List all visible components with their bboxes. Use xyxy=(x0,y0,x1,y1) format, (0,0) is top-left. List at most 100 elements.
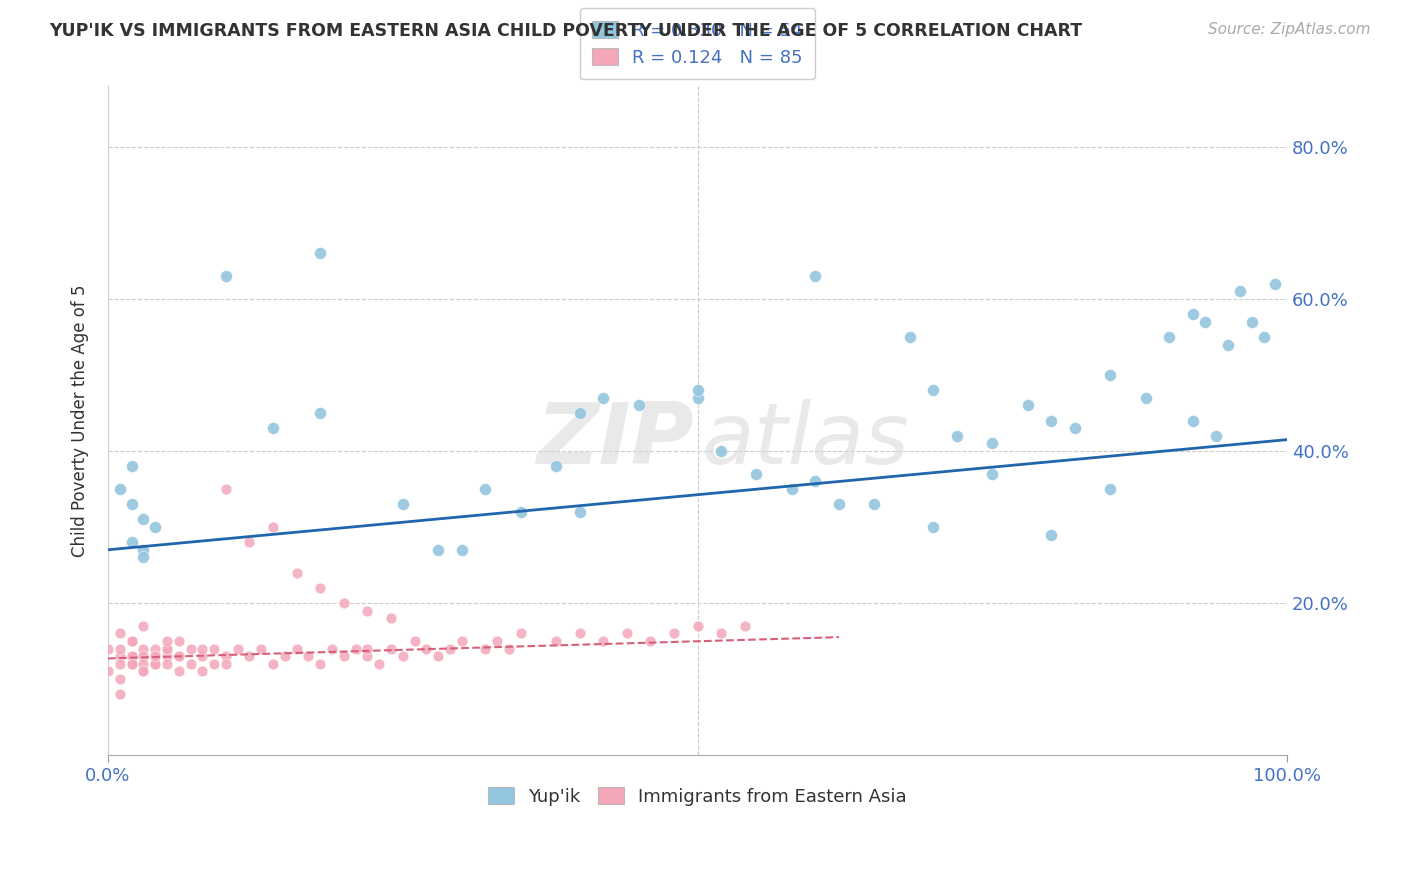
Point xyxy=(344,641,367,656)
Point xyxy=(1216,337,1239,351)
Point xyxy=(898,330,921,344)
Point xyxy=(215,657,238,671)
Point xyxy=(509,505,531,519)
Point xyxy=(321,641,343,656)
Text: YUP'IK VS IMMIGRANTS FROM EASTERN ASIA CHILD POVERTY UNDER THE AGE OF 5 CORRELAT: YUP'IK VS IMMIGRANTS FROM EASTERN ASIA C… xyxy=(49,22,1083,40)
Point xyxy=(167,649,190,664)
Point xyxy=(202,641,225,656)
Point xyxy=(1159,330,1181,344)
Point xyxy=(132,512,155,526)
Point xyxy=(262,520,284,534)
Point xyxy=(143,657,166,671)
Point xyxy=(415,641,437,656)
Point xyxy=(1017,399,1039,413)
Point xyxy=(132,550,155,565)
Point xyxy=(710,444,733,458)
Point xyxy=(1240,315,1263,329)
Point xyxy=(156,641,179,656)
Point xyxy=(143,520,166,534)
Point xyxy=(380,641,402,656)
Point xyxy=(544,459,567,474)
Point xyxy=(121,634,143,648)
Point xyxy=(262,421,284,435)
Point xyxy=(132,542,155,557)
Point xyxy=(309,657,332,671)
Point xyxy=(486,634,509,648)
Point xyxy=(946,429,969,443)
Point xyxy=(1253,330,1275,344)
Point xyxy=(121,657,143,671)
Point xyxy=(156,634,179,648)
Point xyxy=(1063,421,1085,435)
Point xyxy=(97,641,120,656)
Point xyxy=(132,665,155,679)
Point xyxy=(309,246,332,260)
Point xyxy=(1205,429,1227,443)
Point xyxy=(108,482,131,496)
Point xyxy=(108,641,131,656)
Point xyxy=(391,649,413,664)
Point xyxy=(132,665,155,679)
Text: atlas: atlas xyxy=(702,400,910,483)
Point xyxy=(686,619,709,633)
Point xyxy=(238,649,260,664)
Point xyxy=(616,626,638,640)
Point xyxy=(568,626,591,640)
Point xyxy=(1194,315,1216,329)
Point xyxy=(132,641,155,656)
Point xyxy=(427,649,450,664)
Point xyxy=(108,626,131,640)
Point xyxy=(391,497,413,511)
Point xyxy=(167,634,190,648)
Point xyxy=(121,649,143,664)
Point xyxy=(474,641,496,656)
Point xyxy=(1099,368,1122,382)
Point xyxy=(780,482,803,496)
Point xyxy=(1099,482,1122,496)
Point xyxy=(156,641,179,656)
Point xyxy=(804,269,827,284)
Point xyxy=(804,475,827,489)
Point xyxy=(108,649,131,664)
Point xyxy=(1229,285,1251,299)
Point xyxy=(191,641,214,656)
Text: ZIP: ZIP xyxy=(536,400,695,483)
Point xyxy=(180,657,202,671)
Point xyxy=(863,497,886,511)
Point xyxy=(474,482,496,496)
Point xyxy=(143,657,166,671)
Point xyxy=(121,649,143,664)
Point xyxy=(1135,391,1157,405)
Point xyxy=(568,406,591,420)
Y-axis label: Child Poverty Under the Age of 5: Child Poverty Under the Age of 5 xyxy=(72,285,89,557)
Point xyxy=(156,649,179,664)
Point xyxy=(427,542,450,557)
Point xyxy=(1040,527,1063,541)
Point xyxy=(215,649,238,664)
Point xyxy=(686,383,709,397)
Point xyxy=(285,566,308,580)
Point xyxy=(262,657,284,671)
Point xyxy=(734,619,756,633)
Point xyxy=(215,269,238,284)
Point xyxy=(404,634,426,648)
Point xyxy=(285,641,308,656)
Point xyxy=(509,626,531,640)
Point xyxy=(167,665,190,679)
Point xyxy=(662,626,685,640)
Point xyxy=(226,641,249,656)
Point xyxy=(1181,414,1204,428)
Point xyxy=(439,641,461,656)
Point xyxy=(1264,277,1286,291)
Point xyxy=(568,505,591,519)
Point xyxy=(274,649,297,664)
Point xyxy=(544,634,567,648)
Point xyxy=(640,634,662,648)
Point xyxy=(202,657,225,671)
Point xyxy=(132,657,155,671)
Point xyxy=(981,436,1004,450)
Point xyxy=(356,641,378,656)
Point xyxy=(167,649,190,664)
Point xyxy=(592,391,614,405)
Point xyxy=(121,459,143,474)
